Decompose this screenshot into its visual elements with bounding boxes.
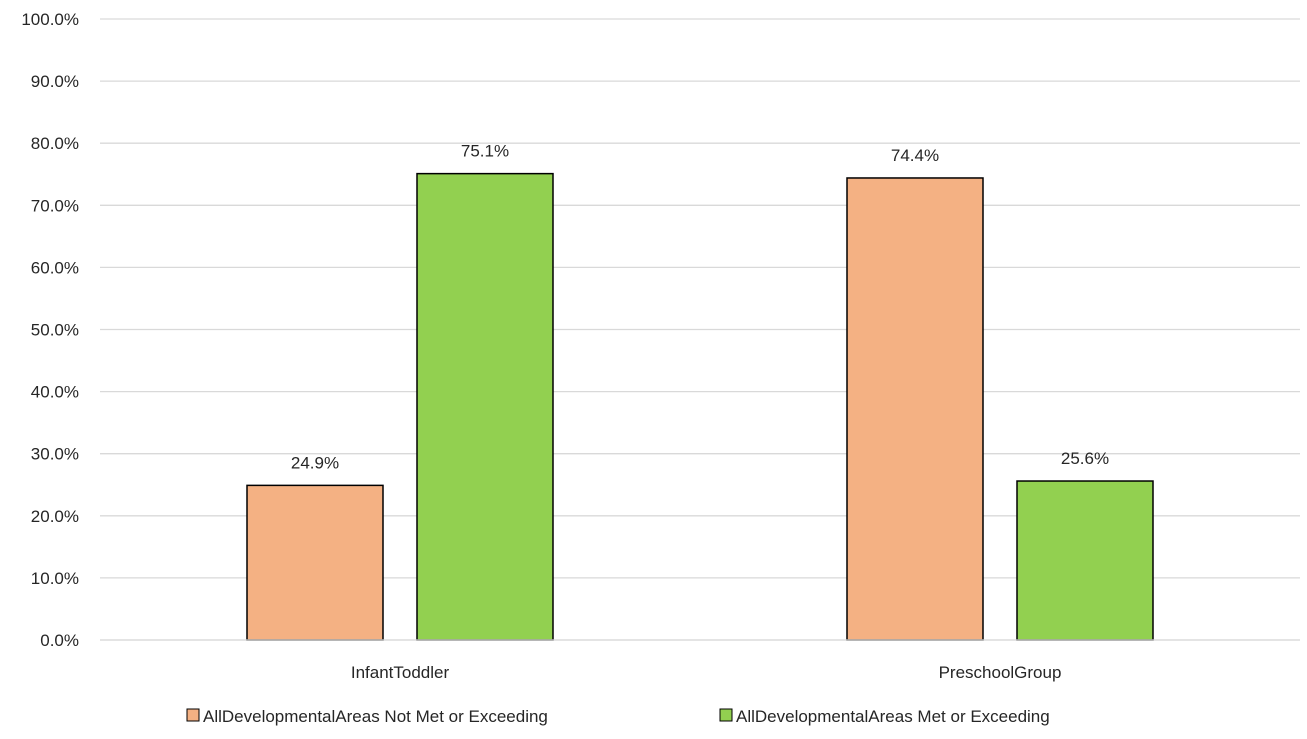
y-tick-label: 60.0% [31,258,79,277]
data-label: 74.4% [891,146,939,165]
category-label: PreschoolGroup [939,663,1062,682]
y-tick-label: 70.0% [31,196,79,215]
y-tick-label: 100.0% [21,10,79,29]
y-tick-label: 90.0% [31,72,79,91]
bar [1016,480,1154,641]
bar [846,177,984,641]
category-label: InfantToddler [351,663,450,682]
y-tick-label: 50.0% [31,321,79,340]
data-label: 25.6% [1061,449,1109,468]
bar [246,484,384,641]
legend-swatch [719,708,733,722]
y-tick-label: 40.0% [31,383,79,402]
legend-swatch [186,708,200,722]
legend-label: AllDevelopmentalAreas Met or Exceeding [736,707,1050,726]
y-tick-label: 0.0% [40,631,79,650]
data-label: 24.9% [291,453,339,472]
data-label: 75.1% [461,142,509,161]
y-tick-label: 20.0% [31,507,79,526]
y-tick-label: 10.0% [31,569,79,588]
y-tick-label: 80.0% [31,134,79,153]
y-tick-label: 30.0% [31,445,79,464]
bar [416,172,554,641]
legend-label: AllDevelopmentalAreas Not Met or Exceedi… [203,707,548,726]
